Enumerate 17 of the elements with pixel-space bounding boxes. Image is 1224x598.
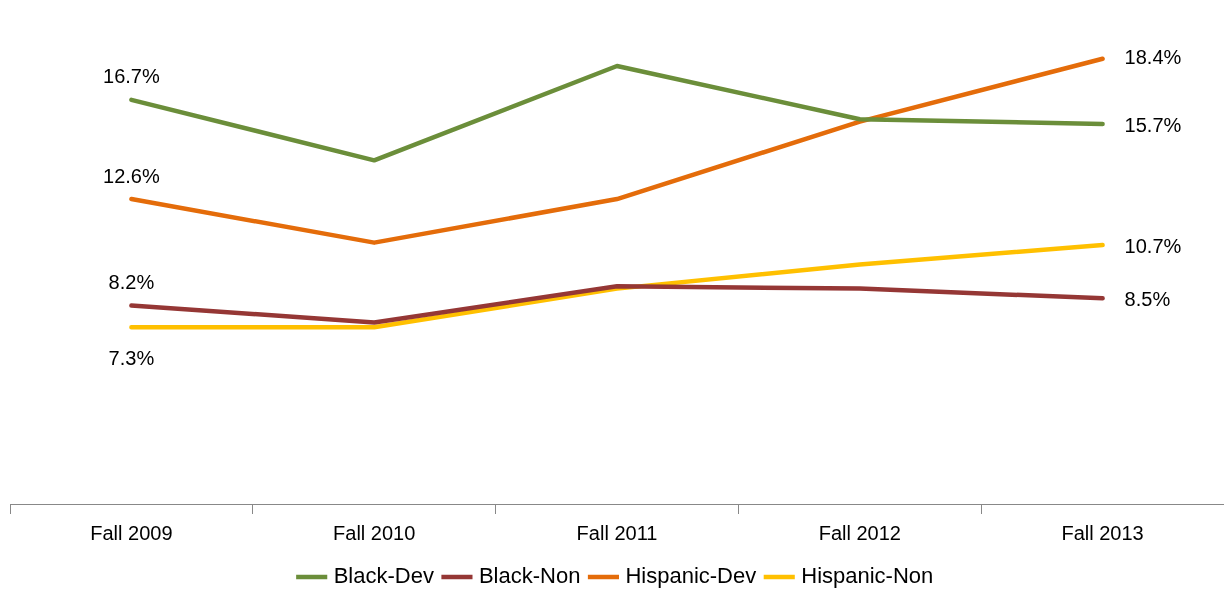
x-tick-label: Fall 2009 (90, 521, 173, 544)
data-label: 18.4% (1124, 46, 1182, 69)
legend-label: Black-Dev (333, 563, 434, 589)
data-label: 15.7% (1124, 113, 1182, 136)
x-tick-label: Fall 2011 (576, 521, 658, 544)
data-label: 8.2% (108, 271, 155, 294)
data-label: 8.5% (1124, 287, 1171, 310)
legend-label: Black-Non (478, 563, 581, 589)
data-label: 10.7% (1124, 234, 1182, 257)
legend-label: Hispanic-Non (801, 563, 934, 589)
legend-label: Hispanic-Dev (625, 563, 757, 589)
data-label: 12.6% (103, 164, 160, 187)
x-tick-label: Fall 2012 (818, 521, 901, 544)
data-label: 7.3% (108, 346, 155, 369)
data-label: 16.7% (103, 65, 160, 88)
x-tick-label: Fall 2010 (333, 521, 416, 544)
x-tick-label: Fall 2013 (1061, 521, 1144, 544)
